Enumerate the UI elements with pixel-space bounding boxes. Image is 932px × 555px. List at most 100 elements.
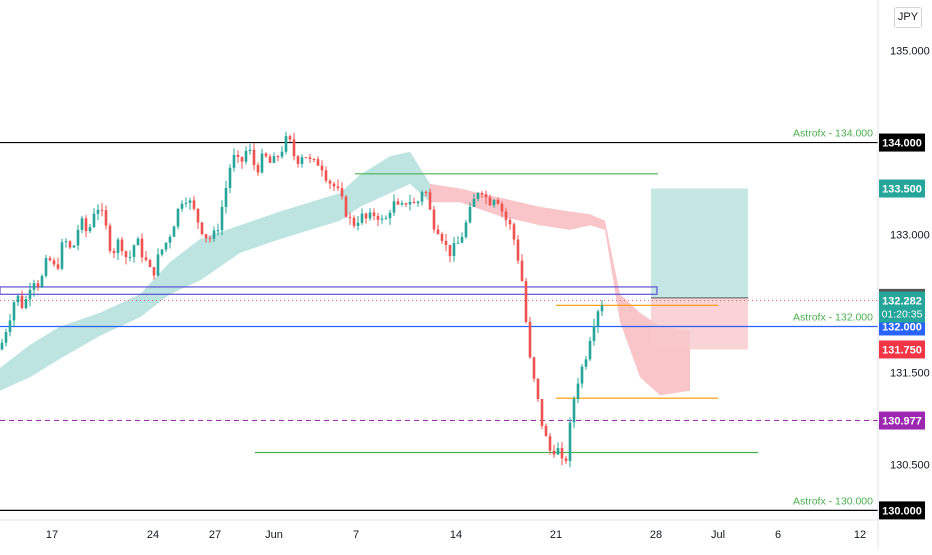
candle-body (316, 159, 320, 166)
candle-body (228, 167, 232, 188)
candle-body (420, 192, 424, 202)
candle-body (364, 213, 368, 219)
stop-loss-zone (651, 297, 748, 350)
candle-body (508, 220, 512, 225)
candle-body (116, 239, 120, 254)
candle-body (408, 201, 412, 205)
candle-body (60, 242, 64, 269)
candle-body (440, 234, 444, 241)
candle-body (412, 201, 416, 204)
candle-body (388, 212, 392, 219)
candle-body (464, 222, 468, 237)
drawing-zones (0, 188, 748, 350)
x-tick-label-4: 7 (353, 529, 359, 541)
candle-body (460, 236, 464, 243)
candle-body (376, 215, 380, 220)
candle-body (556, 448, 560, 455)
purple-zone (0, 286, 658, 295)
candle-body (232, 154, 236, 168)
cloud-bearish (430, 183, 690, 396)
candle-body (328, 180, 332, 184)
candle-body (468, 206, 472, 223)
candle-body (196, 208, 200, 223)
candle-body (476, 192, 480, 199)
candle-body (144, 257, 148, 261)
x-tick-label-1: 24 (147, 529, 159, 541)
y-tick-label-2: 133.000 (890, 230, 930, 242)
candle-body (260, 153, 264, 173)
candle-body (268, 156, 272, 163)
candle-body (600, 305, 604, 312)
candle-body (496, 200, 500, 204)
candle-body (124, 251, 128, 258)
price-badge-0-bg (879, 179, 925, 198)
cloud-bullish (0, 151, 430, 391)
candle-body (452, 243, 456, 257)
candle-body (160, 249, 164, 255)
candle-body (544, 425, 548, 437)
candle-body (204, 234, 208, 239)
candle-body (220, 206, 224, 231)
candle-body (64, 241, 68, 243)
candle-body (52, 260, 56, 265)
candle-body (564, 458, 568, 462)
candle-body (132, 245, 136, 257)
candle-body (300, 157, 304, 164)
candle-body (552, 450, 556, 455)
candle-body (340, 188, 344, 197)
candle-body (392, 201, 396, 213)
candle-body (596, 311, 600, 326)
candle-body (480, 192, 484, 195)
x-tick-label-8: Jul (711, 529, 725, 541)
level-badge-0-text: 134.000 (882, 138, 922, 150)
candle-body (256, 165, 260, 173)
candle-body (472, 198, 476, 207)
candle-body (180, 203, 184, 209)
level-labels: Astrofx - 134.000 Astrofx - 132.000 Astrof… (793, 128, 873, 508)
x-tick-label-6: 21 (550, 529, 562, 541)
candle-body (44, 258, 48, 276)
candle-body (492, 200, 496, 206)
candle-body (396, 201, 400, 205)
candle-body (424, 192, 428, 194)
x-tick-label-9: 6 (775, 529, 781, 541)
candle-body (16, 295, 20, 303)
candle-body (92, 213, 96, 228)
last-price-badge-bg (879, 291, 925, 323)
x-tick-label-10: 12 (854, 529, 866, 541)
candle-body (104, 210, 108, 226)
currency-badge[interactable]: JPY (894, 7, 922, 28)
candle-body (548, 436, 552, 451)
candle-body (88, 227, 92, 232)
candle-body (456, 242, 460, 244)
candle-body (56, 264, 60, 269)
level-badge-3-bg (879, 411, 925, 430)
candle-body (512, 224, 516, 240)
candle-body (380, 218, 384, 220)
time-axis: 17 24 27 Jun 7 14 21 28 Jul 6 12 (0, 519, 878, 541)
candle-body (184, 202, 188, 204)
candle-body (156, 254, 160, 276)
candle-body (404, 203, 408, 205)
candle-body (288, 136, 292, 140)
candle-body (520, 260, 524, 282)
candle-body (112, 250, 116, 254)
candle-body (280, 151, 284, 157)
price-axis: 130.500 131.500 133.000 135.000 134.000 132.0… (877, 0, 930, 550)
candle-body (108, 225, 112, 251)
candle-body (188, 200, 192, 203)
candle-body (76, 229, 80, 246)
candle-body (12, 302, 16, 321)
price-badge-0-text: 133.500 (882, 184, 922, 196)
candle-body (432, 209, 436, 230)
level-label-1: Astrofx - 132.000 (793, 311, 873, 323)
candle-body (28, 289, 32, 300)
y-tick-label-0: 130.500 (890, 459, 930, 471)
candle-body (580, 366, 584, 384)
candle-body (240, 156, 244, 162)
candle-body (140, 238, 144, 258)
candle-body (152, 267, 156, 276)
candle-body (36, 283, 40, 287)
